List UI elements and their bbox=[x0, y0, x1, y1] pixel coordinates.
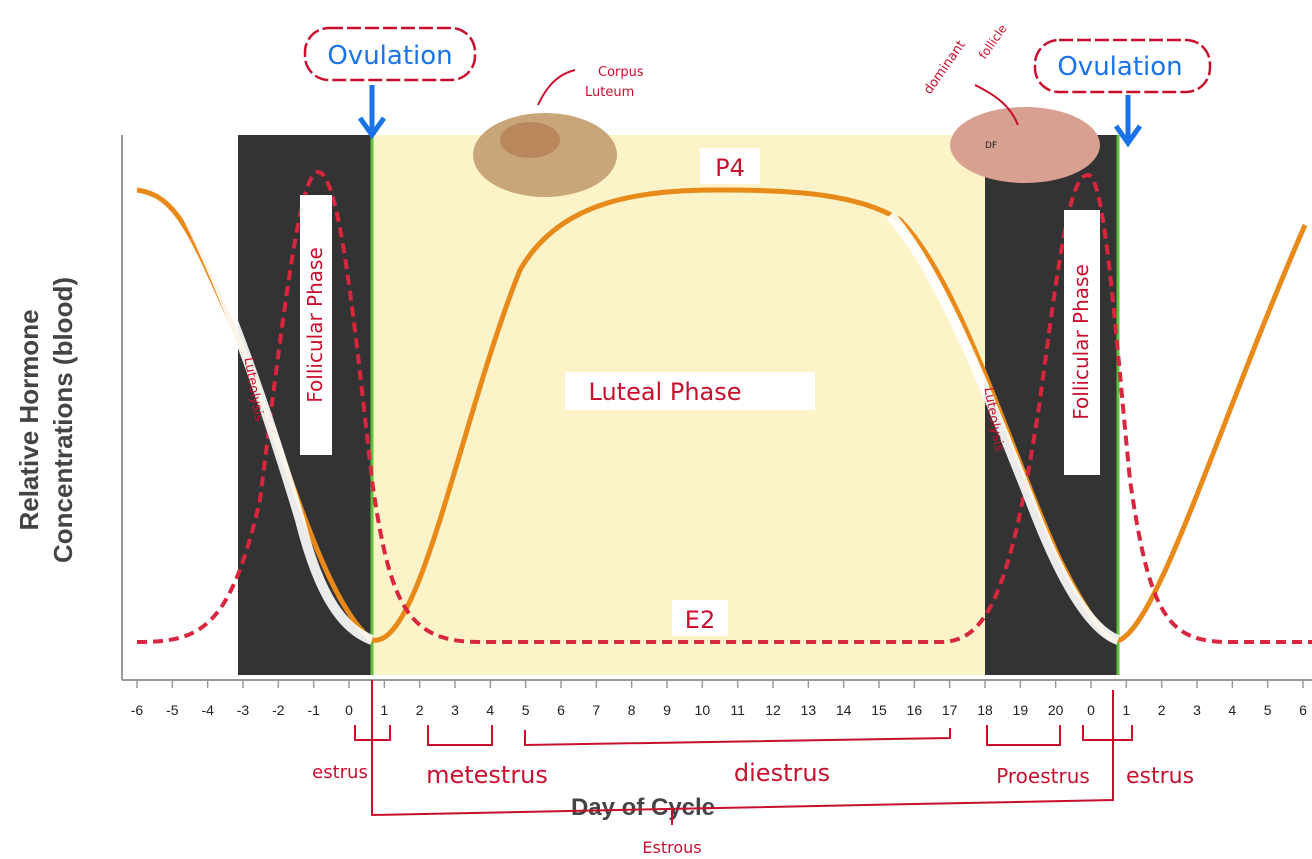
phase-label: Luteal Phase bbox=[589, 378, 742, 406]
x-tick-label: -6 bbox=[131, 702, 144, 718]
annotation: Corpus bbox=[598, 65, 644, 80]
stage-label: metestrus bbox=[426, 761, 548, 789]
x-tick-label: -3 bbox=[237, 702, 250, 718]
x-tick-label: 1 bbox=[380, 702, 388, 718]
ovulation-cloud bbox=[303, 26, 477, 82]
pointer bbox=[974, 84, 1019, 126]
x-tick-label: 0 bbox=[1087, 702, 1095, 718]
x-tick-label: -1 bbox=[307, 702, 320, 718]
label-box bbox=[300, 195, 332, 455]
x-tick-label: -2 bbox=[272, 702, 285, 718]
x-tick-label: 12 bbox=[765, 702, 781, 718]
x-tick-label: 6 bbox=[1299, 702, 1307, 718]
label-box bbox=[1064, 210, 1100, 475]
estradiol-curve bbox=[136, 169, 1312, 644]
pointer bbox=[537, 69, 576, 106]
phase-label: Follicular Phase bbox=[1069, 264, 1093, 419]
phase-label: Follicular Phase bbox=[303, 247, 327, 402]
ovulation-label: Ovulation bbox=[1057, 52, 1182, 82]
luteolysis-band bbox=[180, 209, 374, 645]
x-tick-label: 1 bbox=[1122, 702, 1130, 718]
x-axis-title: Day of Cycle bbox=[571, 794, 715, 821]
label-box bbox=[700, 148, 760, 184]
x-tick-label: -5 bbox=[166, 702, 179, 718]
x-tick-label: 2 bbox=[1158, 702, 1166, 718]
annotation: dominant bbox=[921, 38, 969, 97]
corpus-luteum-detail bbox=[500, 122, 560, 158]
annotation: Luteum bbox=[585, 85, 634, 100]
ovulation-arrow bbox=[357, 85, 387, 140]
x-tick-label: 10 bbox=[695, 702, 711, 718]
y-axis-title: Relative Hormone bbox=[14, 309, 44, 530]
x-tick-label: -4 bbox=[201, 702, 214, 718]
x-tick-label: 9 bbox=[663, 702, 671, 718]
stage-label: estrus bbox=[312, 762, 368, 783]
curve-label: P4 bbox=[715, 154, 745, 182]
annotation: follicle bbox=[976, 22, 1010, 62]
curve-label: E2 bbox=[685, 606, 715, 634]
y-axis-title: Concentrations (blood) bbox=[48, 277, 78, 563]
stage-brackets bbox=[354, 680, 1133, 825]
x-tick-label: 20 bbox=[1048, 702, 1064, 718]
tick-group: -6 -5 -4 -3 -2 -1 0 1 2 3 4 5 6 7 8 9 10 11 12 13 14 15 16 17 18… bbox=[131, 680, 1307, 718]
stage-label: Estrous bbox=[642, 838, 701, 857]
x-tick-label: 17 bbox=[942, 702, 958, 718]
x-tick-label: 4 bbox=[486, 702, 494, 718]
x-tick-label: 3 bbox=[451, 702, 459, 718]
x-tick-label: 4 bbox=[1228, 702, 1236, 718]
ovulation-cloud bbox=[1033, 38, 1212, 94]
x-tick-label: 5 bbox=[1264, 702, 1272, 718]
x-tick-label: 5 bbox=[522, 702, 530, 718]
x-tick-label: 6 bbox=[557, 702, 565, 718]
x-tick-label: 14 bbox=[836, 702, 852, 718]
stage-label: Proestrus bbox=[996, 764, 1090, 788]
x-tick-label: 3 bbox=[1193, 702, 1201, 718]
ovary-image bbox=[950, 107, 1100, 183]
stage-label: diestrus bbox=[734, 759, 830, 787]
x-tick-label: 0 bbox=[345, 702, 353, 718]
ovulation-label: Ovulation bbox=[327, 41, 452, 71]
x-tick-label: 2 bbox=[416, 702, 424, 718]
x-tick-label: 19 bbox=[1013, 702, 1029, 718]
x-tick-label: 7 bbox=[592, 702, 600, 718]
luteolysis-band bbox=[886, 211, 1120, 645]
x-tick-label: 16 bbox=[907, 702, 923, 718]
x-tick-label: 18 bbox=[977, 702, 993, 718]
x-tick-label: 15 bbox=[871, 702, 887, 718]
label-box bbox=[672, 600, 728, 636]
ovulation-arrow bbox=[1113, 95, 1143, 148]
x-tick-label: 13 bbox=[801, 702, 817, 718]
x-tick-label: 8 bbox=[628, 702, 636, 718]
follicle-tag: DF bbox=[985, 141, 997, 151]
x-tick-label: 11 bbox=[730, 702, 745, 718]
label-box bbox=[565, 372, 815, 410]
stage-label: estrus bbox=[1126, 764, 1194, 789]
